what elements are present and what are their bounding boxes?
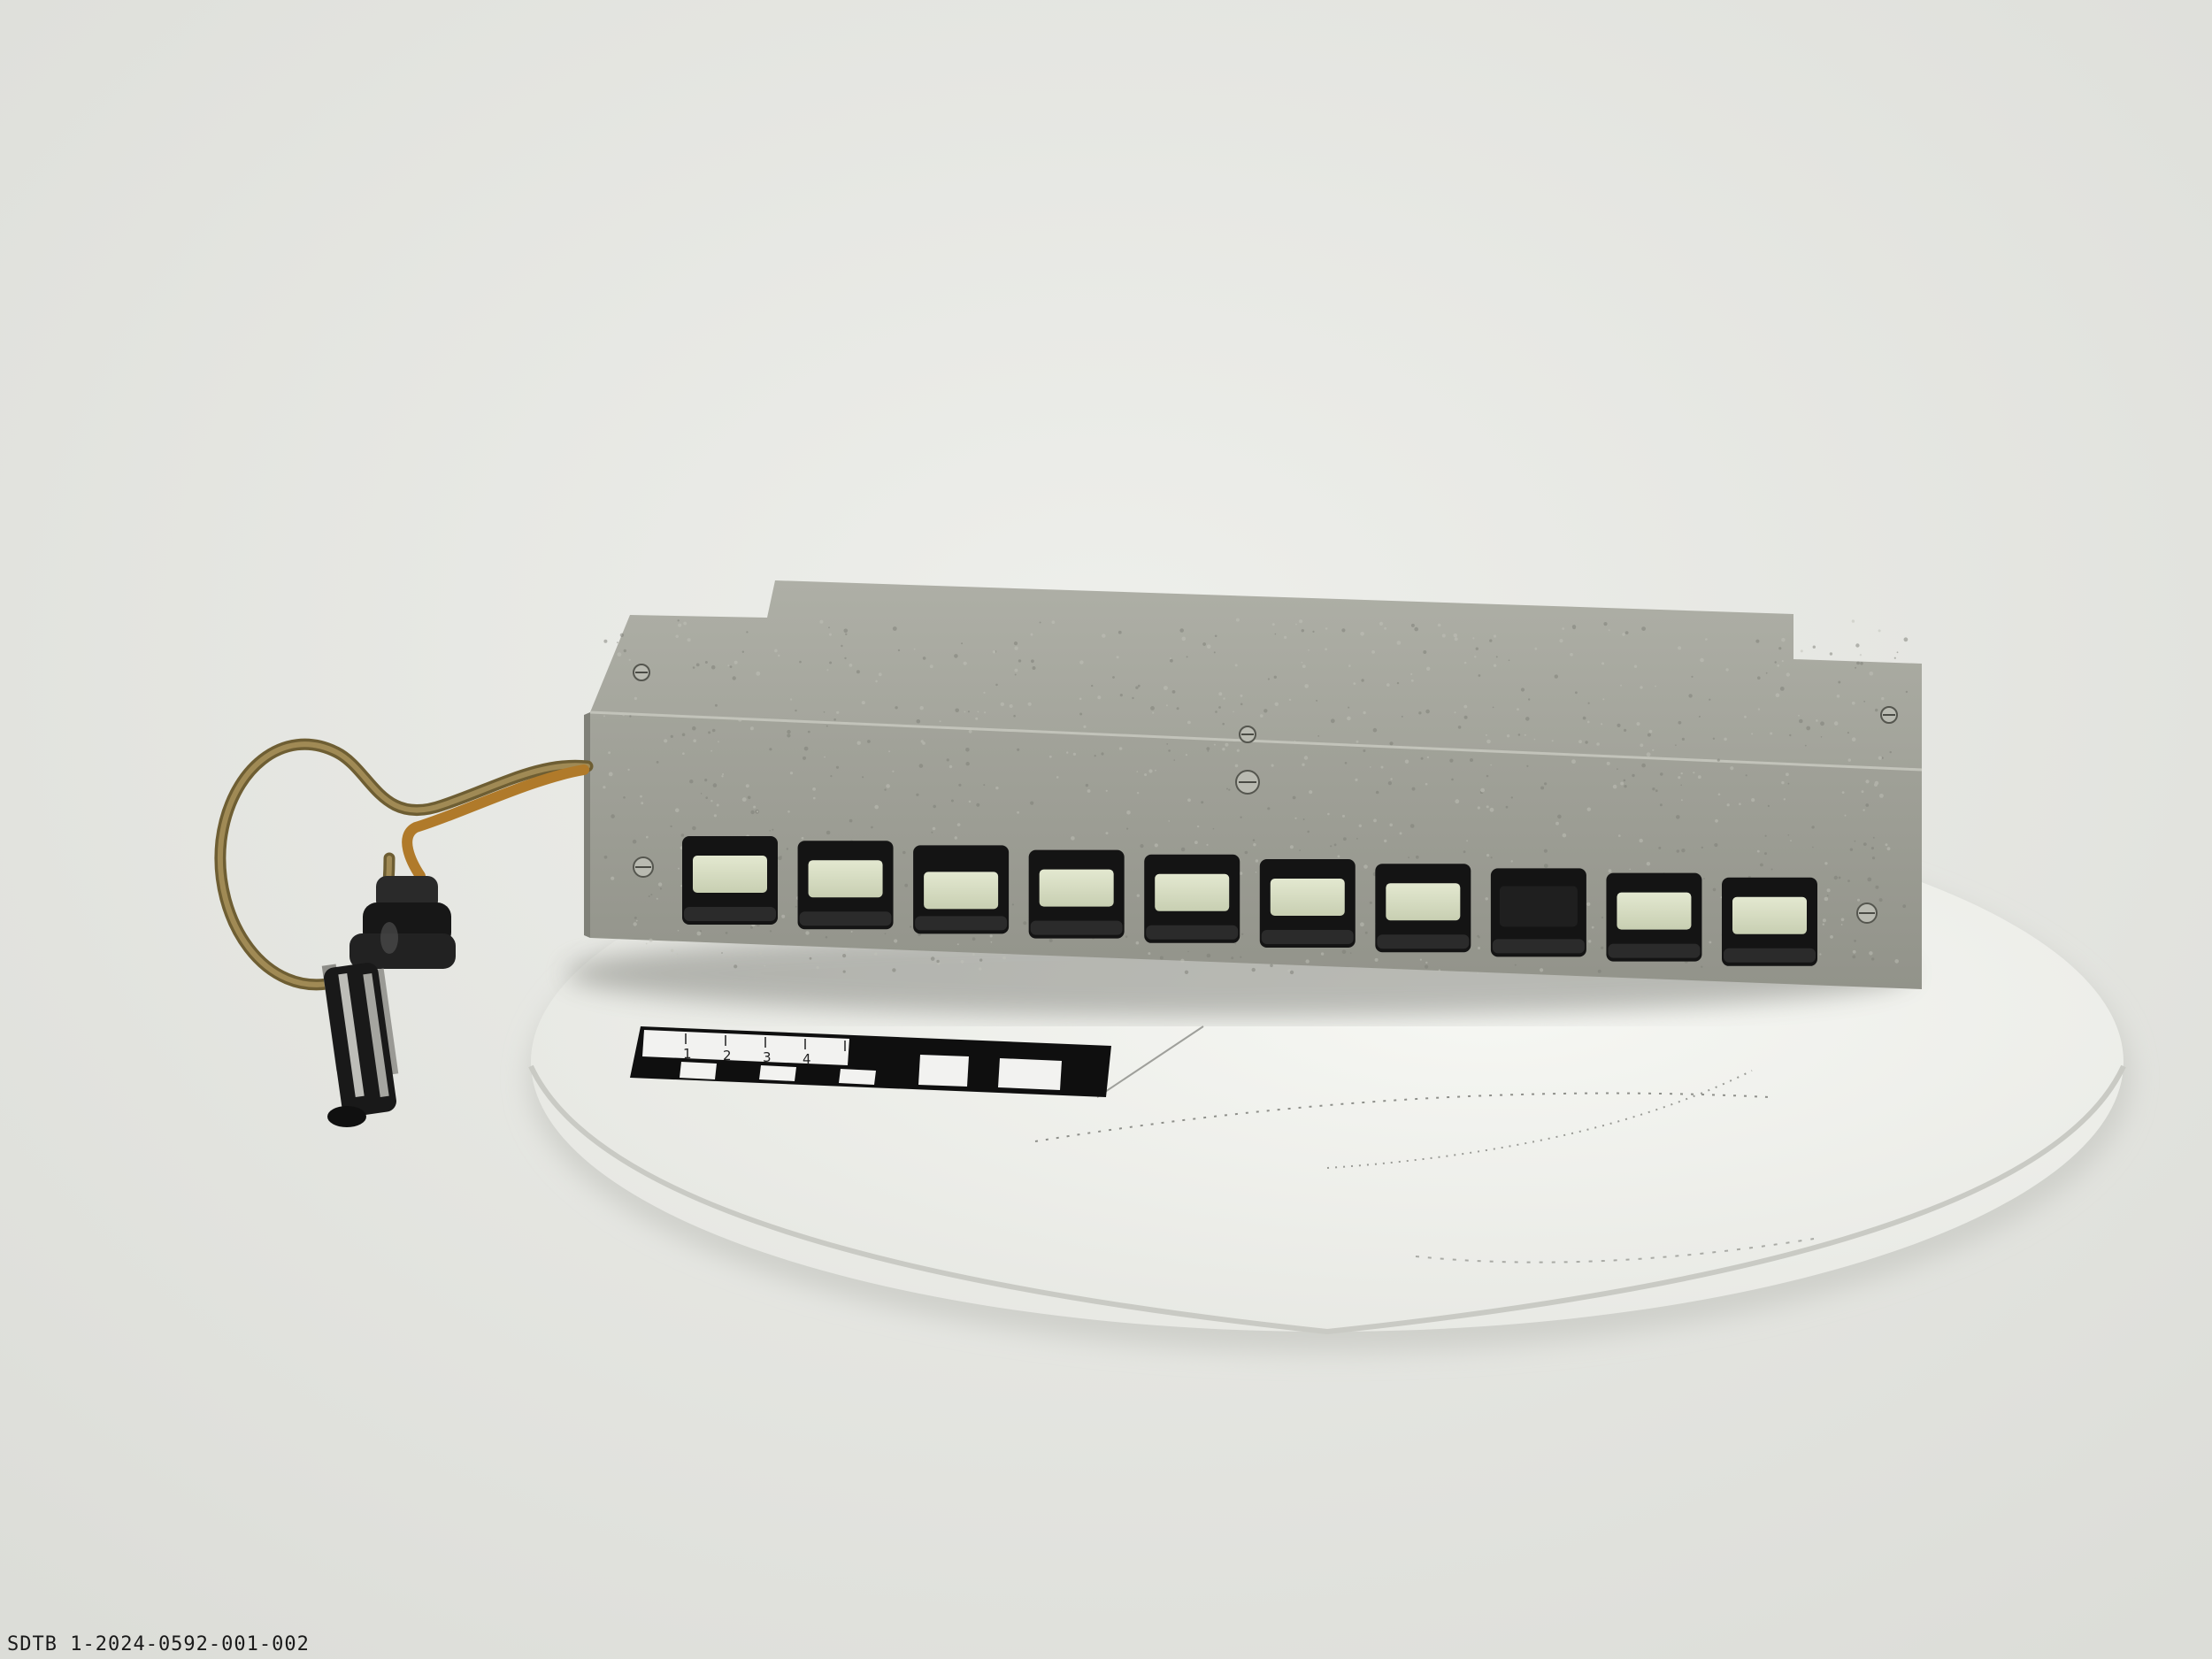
- push-button: [1375, 864, 1471, 953]
- push-button: [1028, 849, 1125, 939]
- power-plug: [321, 876, 456, 1127]
- push-button: [1490, 868, 1586, 957]
- push-button: [1722, 877, 1817, 966]
- scale-ruler: 1 2 3 4: [630, 1026, 1111, 1097]
- photo-caption: SDTB 1-2024-0592-001-002: [7, 1633, 310, 1655]
- ruler-number: 3: [763, 1049, 772, 1065]
- push-button: [1606, 872, 1702, 962]
- push-button: [913, 845, 1010, 934]
- ruler-number: 1: [683, 1046, 692, 1062]
- push-button: [1144, 854, 1240, 943]
- push-button: [797, 841, 894, 930]
- push-button: [682, 836, 778, 925]
- ruler-number: 2: [723, 1048, 732, 1064]
- ruler-number: 4: [803, 1051, 811, 1067]
- push-button: [1259, 859, 1356, 948]
- push-button-strip: [682, 836, 1817, 966]
